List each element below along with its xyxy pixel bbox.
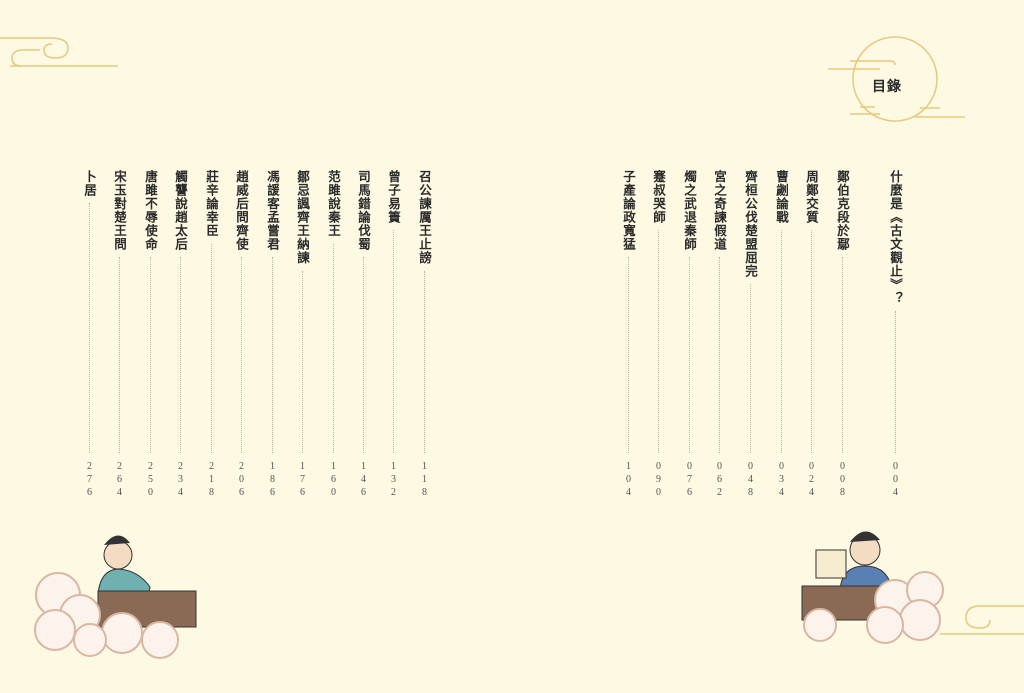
moon-circle-ornament: [828, 36, 965, 122]
scholar-illustration-left: [34, 535, 197, 659]
toc-entry-title: 宋玉對楚王問: [112, 170, 127, 251]
dotted-leader: [718, 257, 720, 453]
toc-entry-title: 齊桓公伐楚盟屈完: [743, 170, 758, 278]
toc-entry-title: 卜居: [82, 170, 97, 197]
toc-entry-page: 276: [84, 461, 95, 500]
toc-entry-page: 048: [745, 461, 756, 500]
toc-entry[interactable]: 燭之武退秦師 076: [681, 170, 697, 500]
toc-entry[interactable]: 蹇叔哭師 090: [650, 170, 666, 500]
toc-entry-title: 趙威后問齊使: [234, 170, 249, 251]
toc-entry-page: 024: [806, 461, 817, 500]
dotted-leader: [149, 257, 151, 453]
toc-entry-page: 034: [776, 461, 787, 500]
cloud-ornament-bottom-right: [940, 605, 1024, 635]
dotted-leader: [210, 243, 212, 453]
toc-entry[interactable]: 召公諫厲王止謗 118: [416, 170, 432, 500]
toc-entry-page: 264: [114, 461, 125, 500]
dotted-leader: [362, 257, 364, 453]
toc-entry-page: 234: [175, 461, 186, 500]
toc-entry[interactable]: 范雎說秦王 160: [325, 170, 341, 500]
toc-entry[interactable]: 齊桓公伐楚盟屈完 048: [742, 170, 758, 500]
toc-entry-title: 馮諼客孟嘗君: [265, 170, 280, 251]
toc-entry-page: 076: [684, 461, 695, 500]
toc-entry-title: 什麼是《古文觀止》？: [888, 170, 903, 305]
toc-entry-page: 218: [206, 461, 217, 500]
dotted-leader: [749, 284, 751, 453]
toc-entry-title: 觸讋說趙太后: [173, 170, 188, 251]
toc-entry[interactable]: 鄭伯克段於鄢 008: [834, 170, 850, 500]
toc-entry[interactable]: 曾子易簀 132: [385, 170, 401, 500]
toc-entry[interactable]: 子產論政寬猛 104: [620, 170, 636, 500]
dotted-leader: [240, 257, 242, 453]
toc-entry-title: 莊辛論幸臣: [204, 170, 219, 238]
cloud-ornament-top-left: [0, 37, 118, 67]
toc-entry-page: 206: [236, 461, 247, 500]
toc-entry[interactable]: 趙威后問齊使 206: [233, 170, 249, 500]
dotted-leader: [894, 311, 896, 453]
toc-entry-page: 008: [837, 461, 848, 500]
page-title: 目錄: [872, 79, 902, 95]
toc-entry[interactable]: 卜居 276: [81, 170, 97, 500]
toc-entry[interactable]: 唐雎不辱使命 250: [142, 170, 158, 500]
toc-entry-title: 鄒忌諷齊王納諫: [295, 170, 310, 265]
toc-entry-page: 160: [328, 461, 339, 500]
toc-entry-title: 鄭伯克段於鄢: [835, 170, 850, 251]
dotted-leader: [88, 203, 90, 453]
dotted-leader: [810, 230, 812, 453]
dotted-leader: [301, 270, 303, 453]
dotted-leader: [179, 257, 181, 453]
toc-entry-title: 召公諫厲王止謗: [417, 170, 432, 265]
toc-entry-page: 250: [145, 461, 156, 500]
toc-entry-title: 曹劌論戰: [774, 170, 789, 224]
toc-entry-page: 118: [419, 461, 430, 500]
toc-entry-page: 090: [653, 461, 664, 500]
dotted-leader: [657, 230, 659, 453]
toc-entry[interactable]: 司馬錯論伐蜀 146: [355, 170, 371, 500]
dotted-leader: [780, 230, 782, 453]
dotted-leader: [841, 257, 843, 453]
dotted-leader: [392, 230, 394, 453]
toc-entry[interactable]: 宋玉對楚王問 264: [111, 170, 127, 500]
toc-entry[interactable]: 什麼是《古文觀止》？ 004: [887, 170, 903, 500]
toc-entry[interactable]: 曹劌論戰 034: [773, 170, 789, 500]
dotted-leader: [332, 243, 334, 453]
toc-entry-page: 104: [623, 461, 634, 500]
toc-entry-title: 范雎說秦王: [326, 170, 341, 238]
toc-entry-title: 周鄭交質: [804, 170, 819, 224]
toc-entry[interactable]: 馮諼客孟嘗君 186: [264, 170, 280, 500]
toc-entry-title: 曾子易簀: [386, 170, 401, 224]
toc-entry-page: 146: [358, 461, 369, 500]
toc-entry[interactable]: 周鄭交質 024: [803, 170, 819, 500]
dotted-leader: [118, 257, 120, 453]
dotted-leader: [627, 257, 629, 453]
toc-entry[interactable]: 莊辛論幸臣 218: [203, 170, 219, 500]
toc-entry[interactable]: 觸讋說趙太后 234: [172, 170, 188, 500]
toc-entry-title: 宮之奇諫假道: [712, 170, 727, 251]
toc-entry-title: 蹇叔哭師: [651, 170, 666, 224]
toc-entry[interactable]: 宮之奇諫假道 062: [711, 170, 727, 500]
dotted-leader: [271, 257, 273, 453]
scholar-reading-illustration-right: [801, 531, 944, 644]
dotted-leader: [423, 270, 425, 453]
toc-entry-title: 燭之武退秦師: [682, 170, 697, 251]
toc-entry[interactable]: 鄒忌諷齊王納諫 176: [294, 170, 310, 500]
dotted-leader: [688, 257, 690, 453]
toc-entry-title: 司馬錯論伐蜀: [356, 170, 371, 251]
toc-entry-page: 186: [267, 461, 278, 500]
toc-entry-page: 062: [714, 461, 725, 500]
toc-entry-title: 唐雎不辱使命: [143, 170, 158, 251]
toc-entry-title: 子產論政寬猛: [621, 170, 636, 251]
toc-entry-page: 132: [388, 461, 399, 500]
toc-entry-page: 004: [890, 461, 901, 500]
toc-entry-page: 176: [297, 461, 308, 500]
